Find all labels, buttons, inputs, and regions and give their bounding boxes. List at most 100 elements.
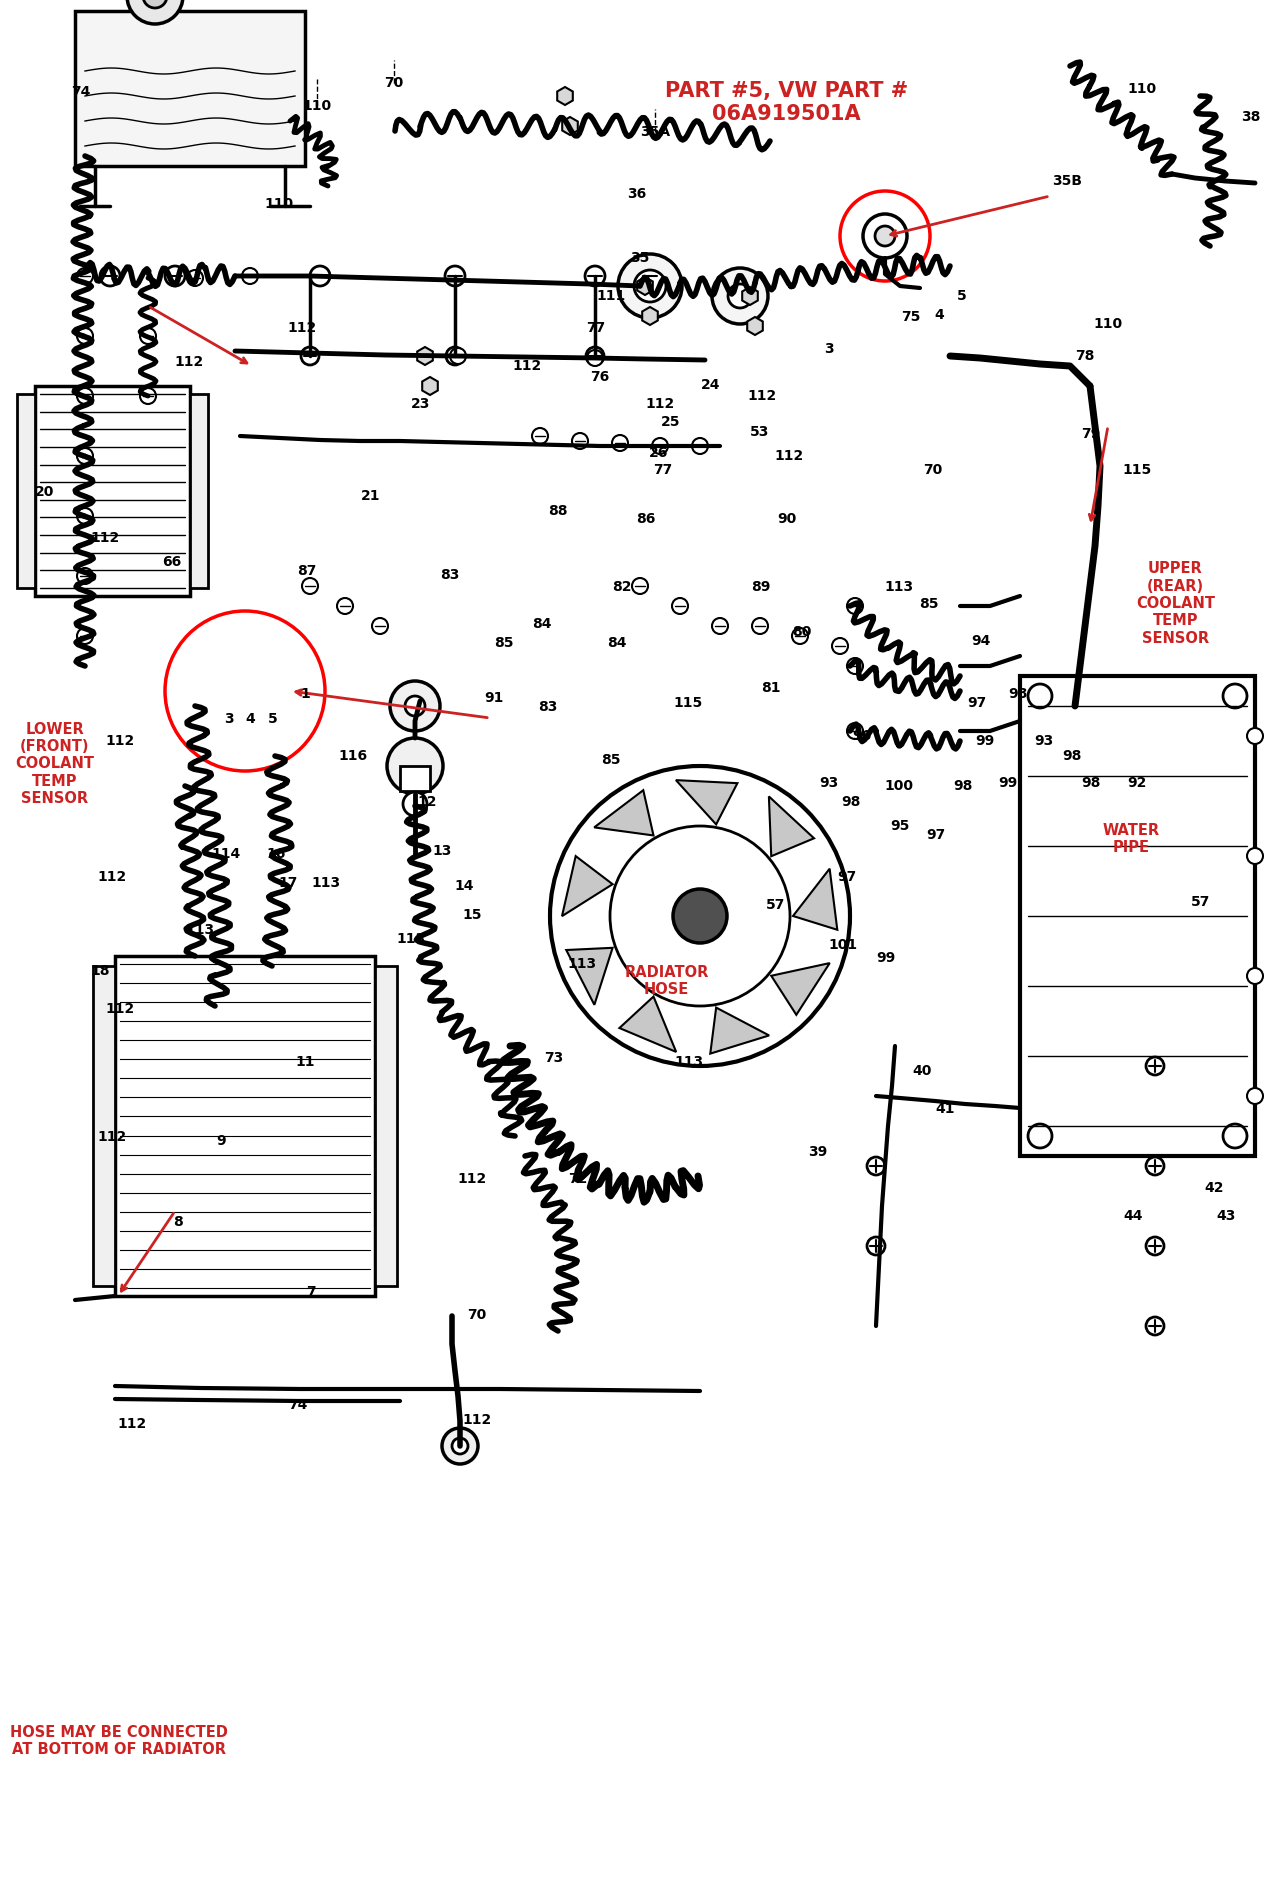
- Circle shape: [143, 0, 168, 8]
- Circle shape: [77, 449, 93, 464]
- Text: 85: 85: [494, 636, 514, 651]
- Text: 113: 113: [568, 956, 596, 971]
- Polygon shape: [742, 287, 757, 306]
- Circle shape: [1247, 1088, 1262, 1103]
- Circle shape: [532, 428, 547, 443]
- Text: 97: 97: [836, 869, 857, 885]
- Text: 114: 114: [212, 847, 240, 862]
- Polygon shape: [769, 796, 813, 856]
- Text: 113: 113: [675, 1054, 703, 1069]
- Text: 112: 112: [98, 869, 127, 885]
- Circle shape: [586, 347, 604, 366]
- Text: PART #5, VW PART #
06A919501A: PART #5, VW PART # 06A919501A: [665, 81, 908, 124]
- Text: 26: 26: [648, 445, 669, 460]
- Text: 115: 115: [674, 696, 702, 711]
- Text: 82: 82: [611, 579, 632, 594]
- Text: 23: 23: [411, 396, 431, 411]
- Text: 113: 113: [396, 932, 425, 947]
- Circle shape: [403, 792, 427, 817]
- Text: 84: 84: [532, 617, 553, 632]
- Circle shape: [752, 619, 767, 634]
- Circle shape: [1146, 1156, 1164, 1175]
- Circle shape: [443, 1428, 478, 1464]
- Polygon shape: [561, 856, 613, 917]
- Polygon shape: [747, 317, 762, 336]
- Circle shape: [610, 826, 790, 1005]
- Text: 70: 70: [384, 75, 404, 91]
- Circle shape: [139, 328, 156, 343]
- Bar: [93, 966, 115, 1286]
- Text: 8: 8: [173, 1215, 183, 1230]
- Circle shape: [100, 266, 120, 287]
- Text: 7: 7: [306, 1284, 316, 1299]
- Polygon shape: [642, 307, 657, 324]
- Text: 99: 99: [975, 734, 995, 749]
- Text: 112: 112: [775, 449, 803, 464]
- Text: 83: 83: [440, 568, 460, 583]
- Text: 14: 14: [454, 879, 475, 894]
- Circle shape: [1247, 849, 1262, 864]
- Text: 57: 57: [1191, 894, 1211, 909]
- Text: 88: 88: [547, 504, 568, 519]
- Circle shape: [446, 347, 464, 366]
- Text: 66: 66: [161, 554, 182, 570]
- Circle shape: [867, 1237, 885, 1254]
- Circle shape: [187, 270, 203, 287]
- Text: 57: 57: [765, 898, 785, 913]
- Text: 24: 24: [701, 377, 721, 392]
- Polygon shape: [558, 87, 573, 106]
- Text: 85: 85: [601, 753, 622, 768]
- Text: WATER
PIPE: WATER PIPE: [1102, 822, 1160, 856]
- Circle shape: [1247, 968, 1262, 984]
- Text: 4: 4: [246, 711, 256, 726]
- Circle shape: [77, 568, 93, 585]
- Text: 112: 112: [175, 355, 203, 370]
- Text: 98: 98: [1008, 687, 1028, 702]
- Text: 98: 98: [1062, 749, 1082, 764]
- Circle shape: [450, 349, 466, 364]
- Text: 89: 89: [751, 579, 771, 594]
- Text: 76: 76: [590, 370, 610, 385]
- Text: 78: 78: [1074, 349, 1095, 364]
- Circle shape: [372, 619, 388, 634]
- Text: 112: 112: [106, 734, 134, 749]
- Text: 112: 112: [463, 1413, 491, 1428]
- Text: 84: 84: [606, 636, 627, 651]
- Text: 93: 93: [819, 775, 839, 790]
- Circle shape: [728, 285, 752, 307]
- Text: 98: 98: [953, 779, 973, 794]
- Polygon shape: [675, 781, 738, 824]
- Bar: [75, 11, 304, 166]
- Circle shape: [1028, 685, 1053, 707]
- Bar: [115, 956, 375, 1296]
- Text: 36: 36: [627, 187, 647, 202]
- Text: 97: 97: [967, 696, 987, 711]
- Circle shape: [310, 266, 330, 287]
- Text: 113: 113: [885, 579, 913, 594]
- Circle shape: [77, 389, 93, 404]
- Text: 93: 93: [1033, 734, 1054, 749]
- Text: 98: 98: [1081, 775, 1101, 790]
- Text: 79: 79: [1081, 426, 1101, 441]
- Circle shape: [632, 577, 648, 594]
- Circle shape: [1146, 1316, 1164, 1335]
- Circle shape: [634, 270, 666, 302]
- Circle shape: [1146, 1056, 1164, 1075]
- Polygon shape: [595, 790, 654, 835]
- Polygon shape: [771, 964, 830, 1015]
- Text: 77: 77: [586, 321, 606, 336]
- Text: 5: 5: [267, 711, 278, 726]
- Text: 99: 99: [998, 775, 1018, 790]
- Circle shape: [1146, 1237, 1164, 1254]
- Text: 35B: 35B: [1051, 174, 1082, 189]
- Text: 74: 74: [288, 1398, 308, 1413]
- Circle shape: [445, 266, 466, 287]
- Text: 12: 12: [417, 794, 437, 809]
- Polygon shape: [417, 347, 432, 366]
- Text: 96: 96: [852, 728, 872, 743]
- Circle shape: [673, 888, 726, 943]
- Text: 110: 110: [1094, 317, 1122, 332]
- Circle shape: [77, 628, 93, 643]
- Circle shape: [867, 1156, 885, 1175]
- Text: 43: 43: [1216, 1209, 1237, 1224]
